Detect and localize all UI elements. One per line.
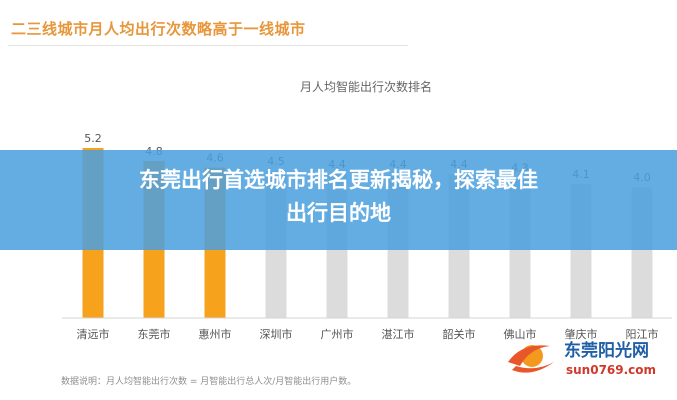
banner-headline: 东莞出行首选城市排名更新揭秘，探索最佳 出行目的地: [40, 164, 637, 230]
banner-line-2: 出行目的地: [286, 201, 391, 225]
category-label-8: 佛山市: [504, 327, 537, 341]
value-label-1: 5.2: [84, 132, 102, 145]
category-label-1: 清远市: [77, 327, 110, 341]
site-watermark: 东莞阳光网 sun0769.com: [508, 340, 656, 377]
heading-divider: [8, 45, 408, 46]
category-label-3: 惠州市: [199, 327, 232, 341]
category-label-4: 深圳市: [260, 327, 293, 341]
title-banner: [0, 150, 677, 250]
chart-title: 月人均智能出行次数排名: [300, 79, 432, 94]
category-label-7: 韶关市: [443, 327, 476, 341]
watermark-brand: 东莞阳光网: [564, 340, 649, 361]
category-label-9: 肇庆市: [565, 327, 598, 341]
banner-line-1: 东莞出行首选城市排名更新揭秘，探索最佳: [139, 168, 538, 192]
sun-logo-icon: [508, 345, 554, 373]
watermark-url: sun0769.com: [566, 363, 656, 377]
category-label-2: 东莞市: [138, 327, 171, 341]
category-label-10: 阳江市: [626, 327, 659, 341]
page-heading: 二三线城市月人均出行次数略高于一线城市: [11, 20, 306, 38]
data-footnote: 数据说明：月人均智能出行次数 = 月智能出行总人次/月智能出行用户数。: [61, 377, 357, 387]
category-label-5: 广州市: [321, 327, 354, 341]
category-label-6: 湛江市: [382, 327, 415, 341]
